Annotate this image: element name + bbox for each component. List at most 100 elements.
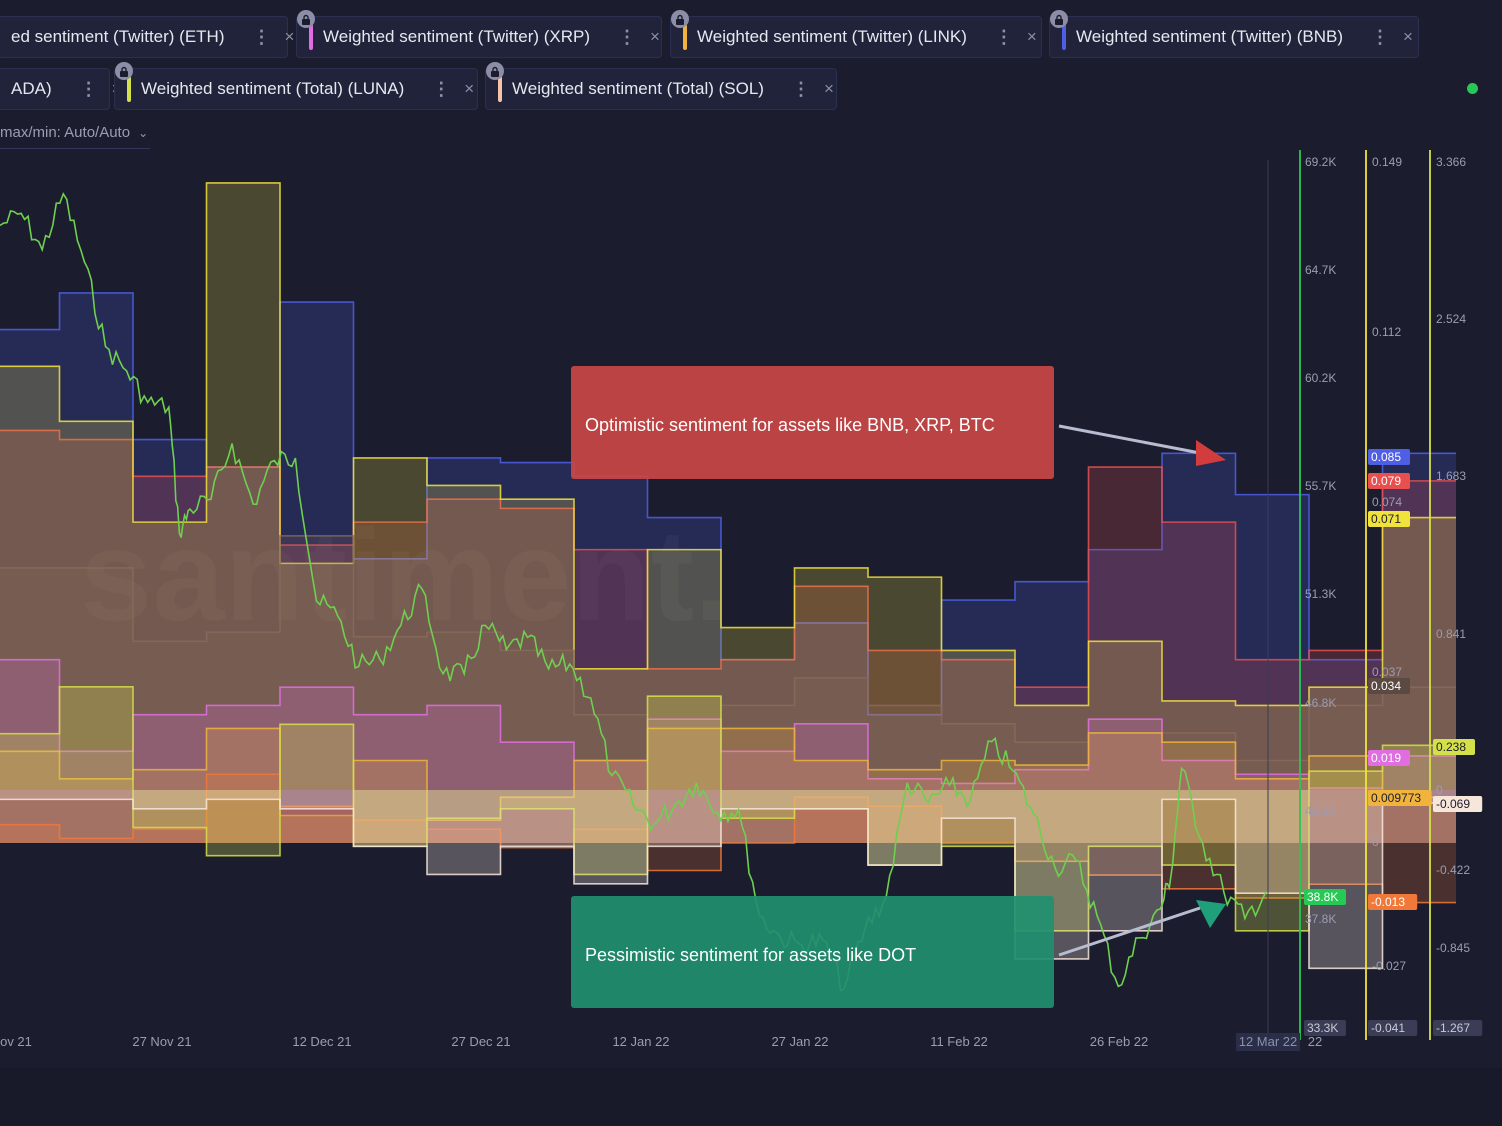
twitter-sentiment-bar	[59, 778, 133, 843]
x-axis-tick-label: ov 21	[0, 1034, 32, 1049]
pessimistic-arrow-line	[1058, 906, 1201, 957]
close-icon[interactable]: ×	[464, 79, 475, 98]
series-color-swatch	[683, 24, 687, 50]
price-tick-label: 69.2K	[1305, 155, 1336, 169]
twitter-sentiment-bar	[353, 714, 427, 843]
total-sentiment-bar	[1088, 790, 1162, 931]
close-icon[interactable]: ×	[823, 79, 834, 98]
twitter-sentiment-bar	[574, 714, 648, 843]
metric-tab[interactable]: Weighted sentiment (Twitter) (LINK) ⋮ ×	[670, 16, 1042, 58]
twitter-sentiment-bar	[0, 567, 60, 843]
total-sentiment-bar	[133, 790, 207, 809]
sentiment-twitter-tick-label: -0.027	[1372, 959, 1406, 973]
value-badge	[1368, 1020, 1418, 1036]
twitter-sentiment-bar	[1235, 774, 1309, 843]
twitter-sentiment-bar	[280, 545, 354, 843]
series-color-swatch	[498, 76, 502, 102]
more-options-icon[interactable]: ⋮	[618, 26, 637, 47]
value-badge-label: 0.085	[1371, 450, 1401, 464]
twitter-sentiment-bar	[0, 366, 60, 843]
twitter-sentiment-bar	[574, 668, 648, 843]
twitter-sentiment-bar	[1015, 742, 1089, 843]
twitter-sentiment-bar	[1015, 843, 1089, 862]
twitter-sentiment-bar	[0, 751, 60, 843]
metric-tab-label: Weighted sentiment (Twitter) (BNB)	[1076, 27, 1344, 46]
twitter-sentiment-bar	[941, 650, 1015, 843]
total-sentiment-bar	[574, 790, 648, 884]
sentiment-total-tick-label: 0	[1436, 783, 1443, 797]
x-axis-tick-label: 27 Nov 21	[132, 1034, 191, 1049]
twitter-sentiment-line	[0, 182, 1456, 707]
total-sentiment-line	[0, 685, 1456, 932]
more-options-icon[interactable]: ⋮	[79, 78, 98, 99]
metric-tab-label: Weighted sentiment (Twitter) (XRP)	[323, 27, 591, 46]
sentiment-twitter-tick-label: 0.112	[1372, 325, 1401, 339]
more-options-icon[interactable]: ⋮	[1371, 26, 1390, 47]
twitter-sentiment-bar	[1015, 769, 1089, 843]
twitter-sentiment-bar	[500, 843, 574, 848]
total-sentiment-bar	[794, 790, 868, 809]
timeline-navigator[interactable]	[0, 1068, 1502, 1126]
total-sentiment-bar	[794, 790, 868, 809]
metric-tab[interactable]: ed sentiment (Twitter) (ETH) ⋮ ×	[0, 16, 294, 58]
price-tick-label: 42.3K	[1305, 804, 1336, 818]
sentiment-twitter-tick-label: 0.149	[1372, 155, 1402, 169]
twitter-sentiment-bar	[1235, 494, 1309, 843]
twitter-sentiment-bar	[1088, 732, 1162, 843]
optimistic-arrow-line	[1058, 424, 1201, 455]
twitter-sentiment-bar	[427, 820, 501, 843]
metric-tab[interactable]: Weighted sentiment (Twitter) (XRP) ⋮ ×	[296, 16, 662, 58]
x-axis-current-date-bg	[1236, 1033, 1300, 1051]
value-badge-label: -0.041	[1371, 1021, 1405, 1035]
twitter-sentiment-bar	[206, 467, 280, 843]
value-badge	[1433, 739, 1475, 755]
twitter-sentiment-bar	[1088, 641, 1162, 843]
more-options-icon[interactable]: ⋮	[252, 26, 271, 47]
metric-tab[interactable]: Weighted sentiment (Total) (LUNA) ⋮ ×	[114, 68, 478, 110]
sentiment-total-tick-label: 2.524	[1436, 312, 1466, 326]
metric-tab[interactable]: Weighted sentiment (Twitter) (BNB) ⋮ ×	[1049, 16, 1419, 58]
total-sentiment-bar	[206, 790, 280, 800]
more-options-icon[interactable]: ⋮	[994, 26, 1013, 47]
total-sentiment-bar	[1235, 790, 1309, 894]
value-badge-label: 33.3K	[1307, 1021, 1338, 1035]
twitter-sentiment-bar	[647, 719, 721, 843]
twitter-sentiment-bar	[794, 622, 868, 843]
twitter-sentiment-bar	[941, 659, 1015, 843]
close-icon[interactable]: ×	[1403, 27, 1413, 46]
total-sentiment-bar	[353, 790, 427, 847]
scale-mode-underline	[0, 148, 150, 149]
twitter-sentiment-bar	[647, 728, 721, 843]
twitter-sentiment-bar	[280, 302, 354, 843]
twitter-sentiment-bar	[868, 650, 942, 843]
pessimistic-annotation-box	[571, 896, 1054, 1008]
scale-mode-select[interactable]: max/min: Auto/Auto ⌄	[0, 124, 148, 141]
close-icon[interactable]: ×	[1026, 27, 1037, 46]
value-badge-label: 0.009773	[1371, 791, 1421, 805]
metric-tab[interactable]: ADA)⋮×	[0, 68, 122, 110]
twitter-sentiment-bar	[133, 476, 207, 843]
lock-icon	[1050, 10, 1068, 28]
twitter-sentiment-bar	[574, 829, 648, 843]
value-badge-label: 38.8K	[1307, 890, 1338, 904]
twitter-sentiment-bar	[353, 820, 427, 843]
twitter-sentiment-bar	[721, 751, 795, 843]
pessimistic-annotation-text: Pessimistic sentiment for assets like DO…	[585, 945, 916, 965]
x-axis-tick-label: 12 Dec 21	[292, 1034, 351, 1049]
sentiment-total-tick-label: 0.841	[1436, 627, 1466, 641]
optimistic-annotation-text: Optimistic sentiment for assets like BNB…	[585, 415, 995, 435]
twitter-sentiment-bar	[1382, 480, 1456, 843]
metric-tab-label: Weighted sentiment (Total) (SOL)	[512, 79, 764, 98]
more-options-icon[interactable]: ⋮	[432, 78, 451, 99]
metric-tab[interactable]: Weighted sentiment (Total) (SOL) ⋮ ×	[485, 68, 837, 110]
twitter-sentiment-bar	[1088, 843, 1162, 876]
close-icon[interactable]: ×	[650, 27, 660, 46]
twitter-sentiment-bar	[1235, 659, 1309, 843]
twitter-sentiment-bar	[1162, 732, 1236, 843]
lock-icon	[297, 10, 315, 28]
close-icon[interactable]: ×	[284, 27, 295, 46]
lock-icon	[486, 62, 504, 80]
more-options-icon[interactable]: ⋮	[791, 78, 810, 99]
metric-tab-label: Weighted sentiment (Total) (LUNA)	[141, 79, 405, 98]
